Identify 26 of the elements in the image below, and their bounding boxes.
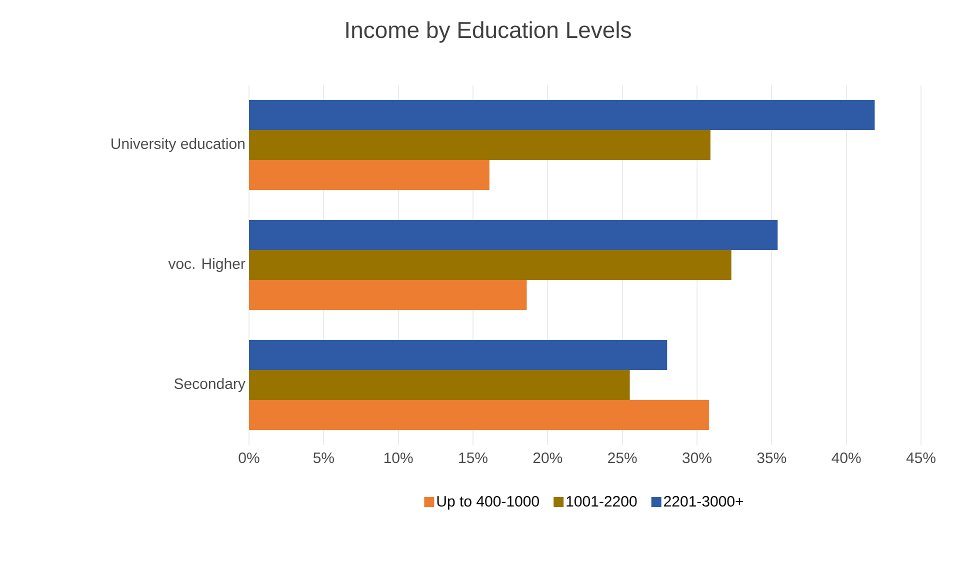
x-tick-label: 30% — [682, 452, 712, 464]
x-tick-label: 5% — [313, 452, 334, 464]
legend-label: Up to 400-1000 — [437, 496, 539, 510]
x-tick-label: 10% — [384, 452, 413, 464]
bar — [249, 220, 778, 250]
x-tick-label: 15% — [459, 452, 488, 464]
bar — [249, 280, 527, 310]
legend-label: 2201-3000+ — [664, 496, 744, 507]
x-tick-label: 0% — [238, 452, 260, 464]
x-tick-label: 25% — [608, 452, 637, 464]
bar — [249, 340, 668, 370]
legend-label: 1001-2200 — [566, 496, 637, 507]
x-tick-label: 40% — [832, 452, 861, 464]
bar — [249, 250, 732, 280]
y-tick-label: voc. Higher — [168, 258, 246, 272]
bar — [249, 100, 875, 130]
chart-title: Income by Education Levels — [346, 21, 631, 43]
bar — [249, 400, 709, 430]
y-tick-label: Secondary — [174, 378, 246, 392]
x-tick-label: 20% — [533, 452, 562, 464]
bar — [249, 130, 710, 160]
bar — [249, 160, 490, 190]
x-tick-label: 45% — [906, 452, 936, 464]
x-tick-label: 35% — [757, 452, 786, 464]
bar — [249, 370, 630, 400]
y-tick-label: University education — [112, 138, 244, 152]
